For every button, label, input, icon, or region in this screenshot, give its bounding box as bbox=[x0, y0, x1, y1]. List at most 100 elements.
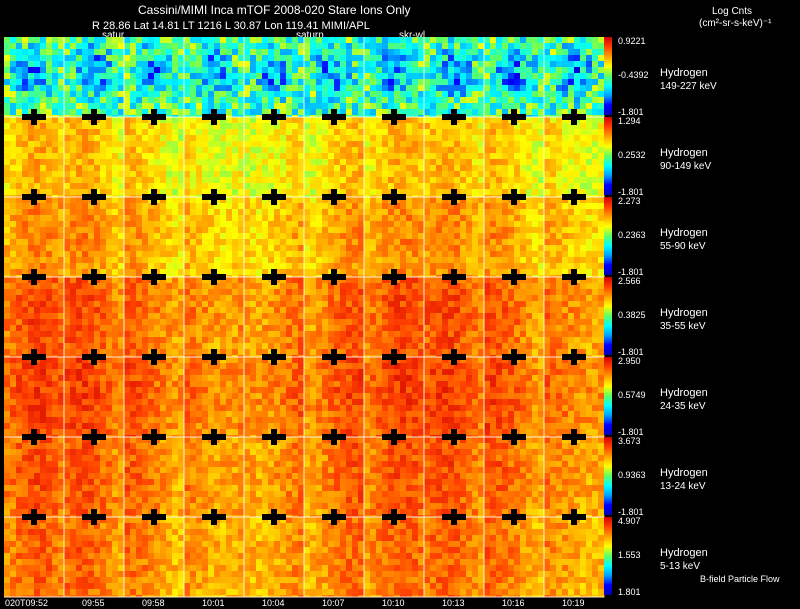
boundary-cross bbox=[82, 349, 106, 365]
energy-range: 24-35 keV bbox=[660, 401, 706, 412]
colorbar-min-label: -1.801 bbox=[618, 347, 644, 357]
colorbar-min-label: -1.801 bbox=[618, 267, 644, 277]
boundary-cross bbox=[382, 509, 406, 525]
species-label: Hydrogen 35-55 keV bbox=[660, 307, 708, 333]
boundary-cross bbox=[202, 429, 226, 445]
colorbar-max-label: 4.907 bbox=[618, 516, 641, 526]
colorbar-min-label: -1.801 bbox=[618, 187, 644, 197]
boundary-cross bbox=[502, 269, 526, 285]
boundary-cross bbox=[142, 189, 166, 205]
boundary-cross bbox=[502, 429, 526, 445]
boundary-cross bbox=[382, 189, 406, 205]
boundary-cross bbox=[22, 349, 46, 365]
species-name: Hydrogen bbox=[660, 307, 708, 319]
colorbar-5 bbox=[604, 437, 612, 515]
colorbar-3 bbox=[604, 277, 612, 355]
colorbar-mid-label: 0.3825 bbox=[618, 310, 646, 320]
species-label: Hydrogen 13-24 keV bbox=[660, 467, 708, 493]
boundary-cross bbox=[142, 429, 166, 445]
colorbar-min-label: -1.801 bbox=[618, 507, 644, 517]
colorbar-mid-label: 0.5749 bbox=[618, 390, 646, 400]
time-tick-label: 10:07 bbox=[322, 598, 345, 608]
units-title: Log Cnts bbox=[712, 6, 753, 17]
boundary-cross bbox=[562, 109, 586, 125]
colorbar-mid-label: 0.2363 bbox=[618, 230, 646, 240]
boundary-cross bbox=[502, 349, 526, 365]
boundary-cross bbox=[22, 509, 46, 525]
time-tick-label: 10:16 bbox=[502, 598, 525, 608]
energy-range: 149-227 keV bbox=[660, 81, 717, 92]
boundary-cross bbox=[142, 269, 166, 285]
units-label: (cm²-sr-s-keV)⁻¹ bbox=[699, 18, 772, 29]
boundary-cross bbox=[562, 509, 586, 525]
boundary-cross bbox=[442, 189, 466, 205]
boundary-cross bbox=[322, 509, 346, 525]
boundary-cross bbox=[142, 509, 166, 525]
boundary-cross bbox=[142, 349, 166, 365]
colorbar-2 bbox=[604, 197, 612, 275]
boundary-cross bbox=[322, 189, 346, 205]
boundary-cross bbox=[502, 109, 526, 125]
boundary-cross bbox=[442, 349, 466, 365]
colorbar-4 bbox=[604, 357, 612, 435]
boundary-cross bbox=[202, 109, 226, 125]
marker-label-0: satur bbox=[102, 30, 125, 41]
boundary-cross bbox=[382, 269, 406, 285]
colorbar-max-label: 2.273 bbox=[618, 196, 641, 206]
boundary-cross bbox=[262, 509, 286, 525]
boundary-cross bbox=[22, 269, 46, 285]
boundary-cross bbox=[322, 109, 346, 125]
boundary-cross bbox=[442, 509, 466, 525]
colorbar-min-label: -1.801 bbox=[618, 427, 644, 437]
boundary-cross bbox=[202, 269, 226, 285]
colorbar-mid-label: 0.2532 bbox=[618, 150, 646, 160]
species-name: Hydrogen bbox=[660, 227, 708, 239]
colorbar-max-label: 1.294 bbox=[618, 116, 641, 126]
boundary-cross bbox=[562, 349, 586, 365]
species-label: Hydrogen 24-35 keV bbox=[660, 387, 708, 413]
boundary-cross bbox=[202, 509, 226, 525]
species-name: Hydrogen bbox=[660, 147, 708, 159]
time-tick-label: 10:19 bbox=[562, 598, 585, 608]
time-tick-label: 10:01 bbox=[202, 598, 225, 608]
energy-range: 5-13 keV bbox=[660, 561, 701, 572]
boundary-cross bbox=[382, 429, 406, 445]
colorbar-6 bbox=[604, 517, 612, 595]
colorbar-min-label: 1.801 bbox=[618, 587, 641, 597]
heatmap-row-4 bbox=[4, 357, 605, 438]
marker-label-1: saturn bbox=[296, 30, 324, 41]
boundary-cross bbox=[322, 429, 346, 445]
colorbar-max-label: 0.9221 bbox=[618, 36, 646, 46]
energy-range: 35-55 keV bbox=[660, 321, 706, 332]
heatmap-row-6 bbox=[4, 517, 605, 598]
time-tick-label: 10:13 bbox=[442, 598, 465, 608]
species-name: Hydrogen bbox=[660, 547, 708, 559]
footer-note: B-field Particle Flow bbox=[700, 574, 780, 584]
energy-range: 55-90 keV bbox=[660, 241, 706, 252]
boundary-cross bbox=[82, 509, 106, 525]
boundary-cross bbox=[562, 269, 586, 285]
boundary-cross bbox=[82, 429, 106, 445]
species-label: Hydrogen 55-90 keV bbox=[660, 227, 708, 253]
species-name: Hydrogen bbox=[660, 67, 708, 79]
boundary-cross bbox=[382, 349, 406, 365]
energy-range: 13-24 keV bbox=[660, 481, 706, 492]
colorbar-mid-label: -0.4392 bbox=[618, 70, 649, 80]
colorbar-0 bbox=[604, 37, 612, 115]
colorbar-max-label: 2.950 bbox=[618, 356, 641, 366]
boundary-cross bbox=[382, 109, 406, 125]
species-name: Hydrogen bbox=[660, 467, 708, 479]
chart-title: Cassini/MIMI Inca mTOF 2008-020 Stare Io… bbox=[138, 3, 411, 17]
orbit-coords: R 28.86 Lat 14.81 LT 1216 L 30.87 Lon 11… bbox=[92, 20, 370, 32]
boundary-cross bbox=[502, 509, 526, 525]
boundary-cross bbox=[142, 109, 166, 125]
colorbar-min-label: -1.801 bbox=[618, 107, 644, 117]
colorbar-1 bbox=[604, 117, 612, 195]
heatmap-row-3 bbox=[4, 277, 605, 358]
boundary-cross bbox=[22, 429, 46, 445]
energy-range: 90-149 keV bbox=[660, 161, 712, 172]
boundary-cross bbox=[262, 429, 286, 445]
boundary-cross bbox=[562, 429, 586, 445]
boundary-cross bbox=[262, 349, 286, 365]
